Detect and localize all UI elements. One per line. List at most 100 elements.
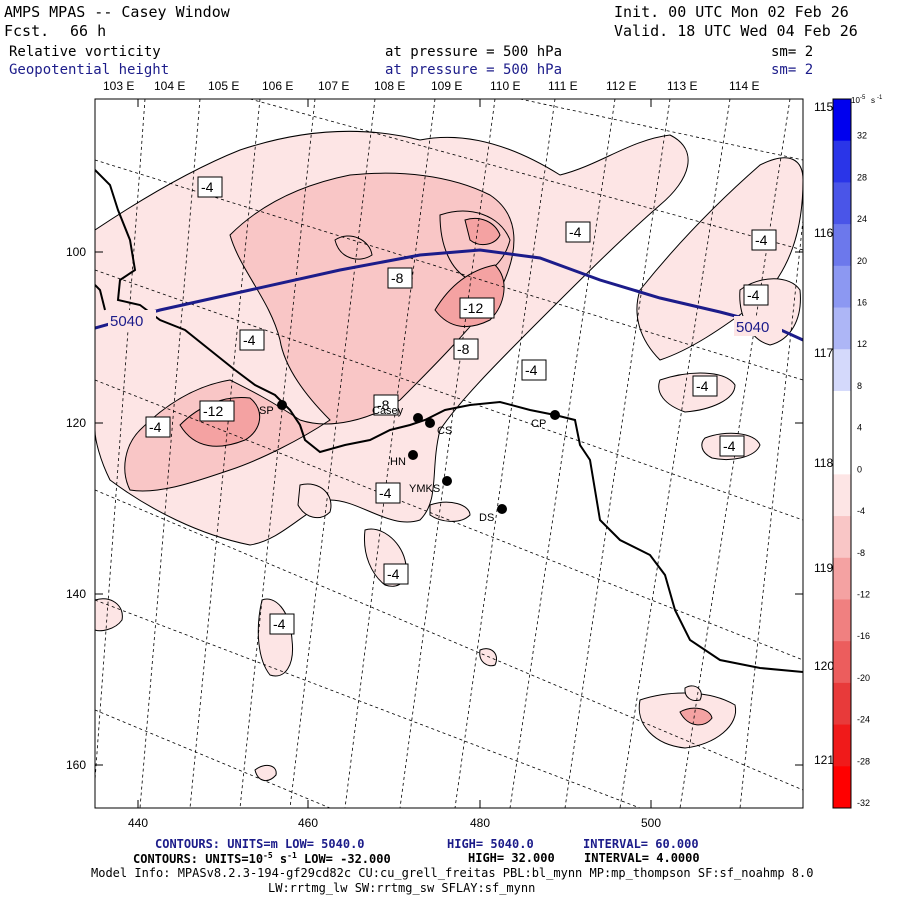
forecast-label: Fcst. <box>4 22 50 40</box>
x-tick-label: 440 <box>128 816 148 830</box>
colorbar-tick-label: -24 <box>857 715 870 725</box>
contour-label: -12 <box>459 297 495 319</box>
colorbar-swatch <box>833 390 851 434</box>
svg-text:Casey: Casey <box>372 405 404 417</box>
init-time: Init. 00 UTC Mon 02 Feb 26 <box>614 3 849 21</box>
contour-label: -8 <box>373 394 399 416</box>
svg-text:-4: -4 <box>273 616 286 632</box>
lon-label: 106 E <box>262 79 293 93</box>
valid-time: Valid. 18 UTC Wed 04 Feb 26 <box>614 22 858 40</box>
colorbar-unit: 10 -5 s -1 <box>851 95 883 105</box>
svg-text:-4: -4 <box>696 378 709 394</box>
contour-label: -4 <box>383 563 409 585</box>
contour-label: -4 <box>743 284 769 306</box>
station-hn: HN <box>390 450 418 468</box>
field2-level: at pressure = 500 hPa <box>385 62 563 78</box>
height-contour-high: HIGH= 5040.0 <box>447 837 534 851</box>
contour-label: -4 <box>565 221 591 243</box>
colorbar-swatch <box>833 307 851 350</box>
colorbar-swatch <box>833 516 851 559</box>
colorbar-swatch <box>833 557 851 600</box>
svg-text:-12: -12 <box>463 300 483 316</box>
svg-text:YMKS: YMKS <box>409 483 440 495</box>
colorbar: 32 28 24 20 16 12 8 4 0 -4 -8 -12 -16 -20 -24 -28 -32 <box>832 98 870 809</box>
y-tick-label: 120 <box>66 416 86 430</box>
field2-name: Geopotential height <box>9 62 170 78</box>
colorbar-tick-label: -12 <box>857 589 870 599</box>
station-casey: Casey <box>372 405 423 423</box>
lon-label: 107 E <box>318 79 349 93</box>
colorbar-swatch <box>833 224 851 267</box>
colorbar-swatch <box>833 182 851 225</box>
x-tick-label: 460 <box>298 816 318 830</box>
svg-text:-4: -4 <box>747 287 760 303</box>
svg-text:-4: -4 <box>201 179 214 195</box>
field1-smoothing: sm= 2 <box>771 44 814 60</box>
height-contour-label: 5040 <box>110 313 143 330</box>
colorbar-tick-label: 16 <box>857 298 867 308</box>
svg-text:CP: CP <box>531 418 546 430</box>
vorticity-contour-labels: -4 -4 -4 -4 -4 -8 -12 -8 -4 -4 -12 -8 -4… <box>145 176 777 635</box>
contour-label: -4 <box>269 613 295 635</box>
colorbar-swatch <box>833 349 851 392</box>
lon-label: 110 E <box>490 79 520 93</box>
top-longitude-labels: 103 E 104 E 105 E 106 E 107 E 108 E 109 … <box>103 79 759 93</box>
lon-label: 105 E <box>208 79 239 93</box>
colorbar-swatch <box>833 599 851 642</box>
svg-text:CS: CS <box>437 425 452 437</box>
station-cp: CP <box>531 410 560 430</box>
lon-label: 111 E <box>548 79 578 93</box>
x-tick-label: 500 <box>641 816 661 830</box>
svg-text:-4: -4 <box>723 438 736 454</box>
svg-text:-4: -4 <box>379 485 392 501</box>
svg-text:-4: -4 <box>755 232 768 248</box>
contour-label: -4 <box>375 482 401 504</box>
y-tick-label: 160 <box>66 758 86 772</box>
lon-label: 104 E <box>154 79 185 93</box>
colorbar-tick-label: -4 <box>857 506 865 516</box>
lon-label: 109 E <box>431 79 462 93</box>
colorbar-swatch <box>833 766 851 809</box>
colorbar-tick-label: 28 <box>857 172 867 182</box>
lon-label: 103 E <box>103 79 134 93</box>
colorbar-tick-label: 8 <box>857 381 862 391</box>
lon-label: 108 E <box>374 79 405 93</box>
svg-text:-4: -4 <box>243 332 256 348</box>
plot-title: AMPS MPAS -- Casey Window <box>4 3 230 21</box>
x-axis-ticks <box>137 99 652 808</box>
svg-text:-4: -4 <box>149 419 162 435</box>
colorbar-swatch <box>833 265 851 309</box>
vorticity-contour-high: HIGH= 32.000 <box>468 851 555 865</box>
svg-text:-4: -4 <box>569 224 582 240</box>
svg-text:HN: HN <box>390 456 406 468</box>
colorbar-swatch <box>833 474 851 517</box>
contour-label: -4 <box>239 329 265 351</box>
height-contour-label: 5040 <box>736 319 769 336</box>
contour-label: -4 <box>719 435 745 457</box>
plot-frame <box>94 98 804 809</box>
colorbar-swatch <box>833 682 851 726</box>
lonlat-grid <box>95 99 803 808</box>
colorbar-swatch <box>833 641 851 684</box>
contour-label: -8 <box>453 338 479 360</box>
station-ds: DS <box>479 504 507 524</box>
station-ymks: YMKS <box>409 476 452 495</box>
colorbar-tick-label: -8 <box>857 548 865 558</box>
lon-label: 112 E <box>606 79 636 93</box>
field1-level: at pressure = 500 hPa <box>385 44 563 60</box>
contour-label: -4 <box>145 416 171 438</box>
coastline <box>95 169 803 673</box>
svg-text:10: 10 <box>851 96 860 105</box>
svg-text:-8: -8 <box>457 341 470 357</box>
station-markers: SP Casey CS CP HN YMKS DS <box>259 400 560 524</box>
contour-label: -4 <box>751 229 777 251</box>
colorbar-swatch <box>833 140 851 183</box>
height-contour-5040 <box>95 248 803 342</box>
colorbar-tick-label: -20 <box>857 673 870 683</box>
y-axis-ticks <box>95 251 803 766</box>
svg-text:s: s <box>871 96 875 105</box>
colorbar-tick-label: 4 <box>857 423 862 433</box>
colorbar-swatch <box>833 99 851 142</box>
colorbar-swatch <box>833 724 851 767</box>
